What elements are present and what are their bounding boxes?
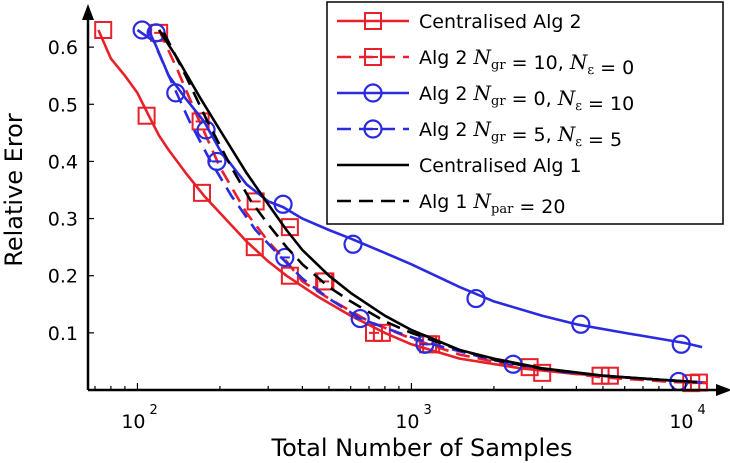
legend-label: Alg 1 Npar = 20 xyxy=(419,189,566,218)
circle-marker xyxy=(166,83,186,103)
circle-marker xyxy=(671,334,691,354)
legend-math-subscript: par xyxy=(491,202,514,217)
legend-math-symbol: N xyxy=(557,86,577,110)
square-marker xyxy=(315,272,334,291)
y-tick-label: 0.3 xyxy=(48,209,78,231)
legend-math-symbol: N xyxy=(473,45,493,69)
x-tick-exponent: 3 xyxy=(423,403,431,418)
x-axis-label: Total Number of Samples xyxy=(271,434,573,462)
series-6 xyxy=(162,32,697,384)
legend-math-subscript: gr xyxy=(491,58,506,73)
axes xyxy=(82,4,730,396)
legend-math-subscript: ε xyxy=(587,63,594,78)
square-marker xyxy=(137,106,156,125)
legend-label: Centralised Alg 2 xyxy=(419,11,582,33)
legend-entry: Centralised Alg 2 xyxy=(337,11,582,33)
x-tick-label: 10 xyxy=(121,411,145,433)
legend-math-symbol: N xyxy=(473,81,493,105)
legend-math-symbol: N xyxy=(473,117,493,141)
circle-marker xyxy=(275,247,295,268)
series-3 xyxy=(132,20,703,354)
y-tick-label: 0.6 xyxy=(48,37,78,59)
legend-text-part: Alg 2 xyxy=(419,119,474,141)
circle-marker xyxy=(132,20,152,40)
legend-text-part: = 5 xyxy=(582,129,622,151)
legend-label: Alg 2 Ngr = 5, Nε = 5 xyxy=(419,117,622,151)
circle-marker xyxy=(207,151,227,172)
legend-entry: Alg 2 Ngr = 5, Nε = 5 xyxy=(337,117,622,151)
y-axis-arrow xyxy=(82,4,94,20)
circle-marker xyxy=(466,288,486,309)
x-tick-label: 10 xyxy=(669,411,693,433)
circle-marker xyxy=(350,308,370,329)
legend-math-symbol: N xyxy=(569,50,589,74)
circle-marker xyxy=(571,314,591,334)
legend-text-part: Centralised Alg 2 xyxy=(419,11,582,33)
series-line xyxy=(136,28,703,349)
legend-text-part: Alg 2 xyxy=(419,47,474,69)
y-tick-label: 0.5 xyxy=(48,94,78,116)
x-axis-arrow xyxy=(716,384,730,396)
tick-labels: 10 2 10 3 10 4 0.1 0.2 0.3 0.4 0.5 0.6 xyxy=(48,37,706,433)
legend-text-part: = 20 xyxy=(513,196,565,218)
x-tick-exponent: 4 xyxy=(697,403,705,418)
series-group xyxy=(94,20,708,393)
y-tick-label: 0.2 xyxy=(48,266,78,288)
legend-entry: Alg 2 Ngr = 0, Nε = 10 xyxy=(337,81,634,115)
y-tick-label: 0.4 xyxy=(48,151,78,173)
series-line xyxy=(157,29,708,385)
circle-marker xyxy=(363,83,383,103)
legend-entry: Alg 2 Ngr = 10, Nε = 0 xyxy=(337,45,634,79)
circle-marker xyxy=(273,194,293,214)
series-line xyxy=(158,29,697,384)
legend-text-part: = 10 xyxy=(582,93,634,115)
y-tick-label: 0.1 xyxy=(48,323,78,345)
legend-text-part: Centralised Alg 1 xyxy=(419,155,582,177)
legend-text-part: Alg 2 xyxy=(419,83,474,105)
x-tick-label: 10 xyxy=(395,411,419,433)
legend-math-symbol: N xyxy=(557,122,577,146)
square-marker xyxy=(192,183,211,202)
legend-text-part: = 5, xyxy=(506,124,558,146)
series-line xyxy=(162,32,697,384)
square-marker xyxy=(364,48,382,66)
legend-math-subscript: gr xyxy=(491,130,506,145)
legend-math-subscript: ε xyxy=(575,99,582,114)
square-marker xyxy=(94,21,113,39)
legend-label: Alg 2 Ngr = 0, Nε = 10 xyxy=(419,81,634,115)
square-marker xyxy=(364,12,382,30)
legend-math-subscript: ε xyxy=(575,135,582,150)
legend-entry: Centralised Alg 1 xyxy=(337,155,582,177)
legend-text-part: = 0 xyxy=(594,57,634,79)
legend-text-part: = 0, xyxy=(506,88,558,110)
legend-text-part: = 10, xyxy=(506,52,570,74)
square-marker xyxy=(245,238,264,257)
legend-entry: Alg 1 Npar = 20 xyxy=(337,189,566,218)
legend-label: Alg 2 Ngr = 10, Nε = 0 xyxy=(419,45,634,79)
legend-label: Centralised Alg 1 xyxy=(419,155,582,177)
series-5 xyxy=(158,29,697,384)
square-marker xyxy=(533,363,552,382)
legend-box xyxy=(326,1,724,225)
circle-marker xyxy=(343,234,363,254)
legend-text-part: Alg 1 xyxy=(419,191,474,213)
legend-math-subscript: gr xyxy=(491,94,506,109)
circle-marker xyxy=(363,119,383,139)
y-axis-label: Relative Eror xyxy=(0,113,28,267)
x-tick-exponent: 2 xyxy=(149,403,157,418)
legend-math-symbol: N xyxy=(473,189,493,213)
